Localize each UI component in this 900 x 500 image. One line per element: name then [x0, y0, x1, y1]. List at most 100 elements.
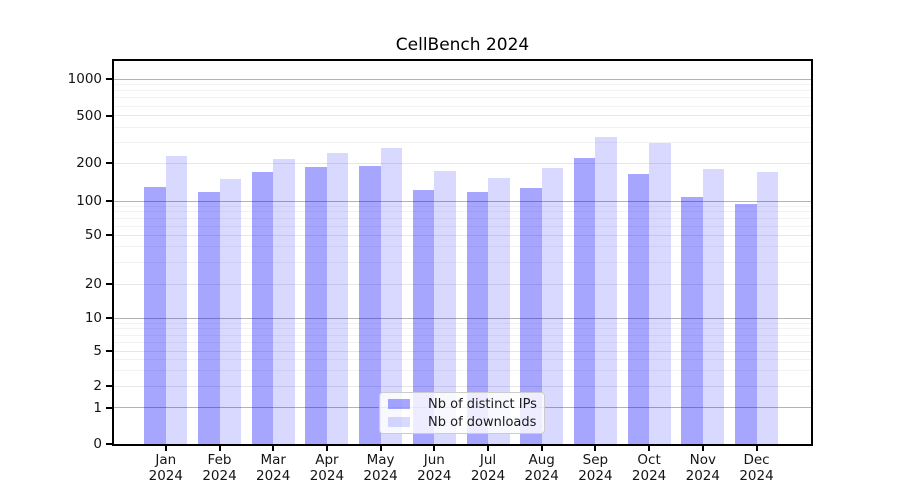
x-tick [325, 446, 328, 451]
y-tick-label: 20 [84, 276, 102, 292]
gridline [114, 322, 811, 324]
bar [434, 170, 456, 444]
bar [627, 173, 650, 444]
bar [735, 203, 757, 444]
gridline [114, 225, 811, 227]
distinct-ips-swatch-icon [388, 399, 410, 409]
gridline [114, 97, 811, 99]
y-tick [106, 350, 112, 352]
y-tick [106, 283, 112, 285]
legend-item: Nb of downloads [388, 415, 536, 430]
y-tick-label: 100 [76, 193, 102, 209]
bar [198, 192, 220, 444]
x-tick-label: Apr 2024 [309, 452, 345, 484]
x-tick [487, 446, 489, 451]
gridline [114, 141, 811, 143]
gridline [114, 162, 811, 164]
gridline [114, 328, 811, 330]
y-tick-label: 200 [76, 155, 102, 172]
x-tick [755, 446, 758, 451]
y-tick [106, 443, 112, 445]
gridline [114, 370, 811, 371]
bar [756, 171, 778, 444]
x-tick-label: Mar 2024 [256, 452, 291, 484]
gridline [114, 126, 811, 128]
bar [681, 196, 703, 444]
y-tick [106, 406, 112, 409]
y-tick-label: 5 [93, 343, 102, 359]
bar [305, 166, 327, 444]
gridline [114, 385, 811, 387]
bars-layer [114, 61, 811, 444]
x-tick-label: Jun 2024 [417, 452, 452, 484]
gridline [114, 359, 811, 361]
chart-title: CellBench 2024 [395, 35, 530, 55]
y-tick-label: 2 [93, 378, 102, 394]
gridline [114, 283, 811, 285]
y-tick-label: 1000 [67, 71, 102, 87]
legend-label: Nb of distinct IPs [428, 396, 537, 412]
legend: Nb of distinct IPs Nb of downloads [379, 392, 545, 434]
gridline [114, 90, 811, 92]
x-tick [218, 446, 221, 451]
bar [520, 188, 542, 444]
downloads-swatch-icon [388, 417, 410, 427]
bar [273, 159, 295, 444]
y-tick [106, 78, 112, 80]
x-tick-label: Sep 2024 [578, 452, 613, 484]
bar [144, 186, 166, 444]
legend-item: Nb of distinct IPs [388, 396, 537, 412]
gridline [114, 261, 811, 263]
gridline [114, 211, 811, 213]
bar [219, 179, 241, 444]
bar [488, 178, 510, 444]
y-tick-label: 500 [76, 107, 102, 124]
gridline [114, 317, 811, 319]
bar [412, 190, 435, 444]
bar [702, 169, 725, 444]
x-tick-label: Aug 2024 [524, 452, 559, 484]
x-tick [701, 446, 704, 451]
y-tick [106, 385, 112, 387]
x-tick [164, 446, 167, 451]
gridline [114, 200, 811, 202]
gridlines-layer [114, 61, 811, 444]
gridline [114, 350, 811, 352]
bar [573, 158, 596, 444]
gridline [114, 84, 811, 86]
gridline [114, 217, 811, 219]
x-tick [540, 446, 543, 451]
y-tick [106, 200, 112, 202]
x-tick-label: Jan 2024 [148, 452, 183, 484]
bar [649, 143, 671, 444]
y-tick-label: 50 [84, 227, 102, 243]
x-tick [648, 446, 651, 451]
bar [541, 168, 564, 444]
gridline [114, 115, 811, 117]
y-tick [106, 317, 112, 320]
gridline [114, 334, 811, 336]
gridline [114, 105, 811, 107]
gridline [114, 341, 811, 343]
gridline [114, 78, 811, 80]
y-tick-label: 10 [84, 310, 102, 327]
x-tick-label: Oct 2024 [631, 452, 667, 484]
gridline [114, 234, 811, 236]
y-tick [106, 234, 112, 236]
x-tick-label: Dec 2024 [739, 452, 774, 484]
legend-label: Nb of downloads [428, 414, 537, 430]
y-tick-label: 0 [93, 436, 102, 452]
x-tick-label: May 2024 [363, 452, 398, 484]
bar [251, 172, 274, 444]
x-tick-label: Nov 2024 [685, 452, 720, 484]
bar [466, 191, 488, 444]
x-tick [433, 446, 436, 451]
bar [380, 147, 403, 444]
x-tick-label: Feb 2024 [202, 452, 237, 484]
x-tick [594, 446, 597, 451]
bar [359, 165, 381, 444]
x-tick-label: Jul 2024 [470, 452, 506, 484]
y-tick [106, 114, 112, 117]
x-tick [272, 446, 275, 451]
